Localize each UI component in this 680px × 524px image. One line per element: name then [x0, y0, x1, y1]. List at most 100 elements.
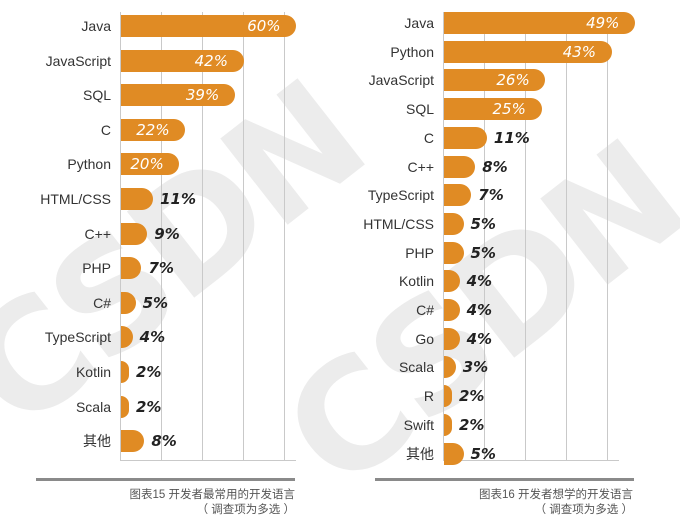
bar-row: HTML/CSS 11%: [0, 188, 340, 210]
bar: [444, 442, 464, 465]
caption-title: 图表16 开发者想学的开发语言: [479, 489, 633, 501]
value-label: 25%: [492, 100, 526, 119]
bar-row: C++ 9%: [0, 222, 340, 245]
bar-row: JavaScript 26%: [340, 69, 680, 92]
bar-row: HTML/CSS 5%: [340, 212, 680, 235]
bar-row: JavaScript 42%: [0, 49, 340, 72]
value-label: 7%: [478, 186, 504, 205]
bar: [121, 361, 129, 383]
bar: [121, 222, 148, 245]
bar-row: C# 4%: [340, 299, 680, 321]
caption-divider: [36, 478, 295, 481]
bar-row: 其他 8%: [0, 430, 340, 453]
bar: [121, 326, 133, 349]
value-label: 2%: [136, 363, 162, 381]
value-label: 9%: [154, 224, 180, 243]
category-label: TypeScript: [367, 187, 434, 204]
value-label: 22%: [136, 120, 170, 139]
caption-title: 图表15 开发者最常用的开发语言: [129, 489, 296, 501]
category-label: 其他: [406, 445, 434, 462]
value-label: 26%: [496, 71, 530, 90]
bar-row: Go 4%: [340, 327, 680, 350]
chart-most-used-languages: Java 60% JavaScript 42% SQL 39% C 22% Python 20% H…: [0, 12, 340, 516]
value-label: 5%: [470, 214, 496, 233]
category-label: C#: [93, 294, 111, 311]
bar: [121, 188, 154, 210]
caption-subtitle: （ 调查项为多选 ）: [196, 504, 295, 516]
value-label: 43%: [562, 42, 597, 61]
bar-row: Kotlin 2%: [0, 361, 340, 383]
category-label: C: [100, 121, 111, 138]
bar-row: Java 60%: [0, 15, 340, 37]
gridline: [484, 12, 485, 460]
bar-row: PHP 5%: [340, 241, 680, 264]
value-label: 2%: [136, 397, 162, 416]
value-label: 2%: [459, 415, 485, 434]
bar: [444, 299, 460, 321]
category-label: PHP: [405, 244, 434, 261]
bar: [121, 291, 136, 314]
gridline: [525, 12, 526, 460]
bar-row: C 11%: [340, 126, 680, 149]
category-label: R: [423, 388, 434, 405]
bar: [444, 413, 452, 436]
gridline: [243, 12, 244, 460]
bar: [121, 395, 129, 418]
value-label: 4%: [466, 329, 493, 348]
bar-row: TypeScript 7%: [340, 184, 680, 207]
value-label: 39%: [185, 86, 220, 105]
bar-row: Scala 3%: [340, 356, 680, 379]
bar-row: PHP 7%: [0, 257, 340, 280]
bar-row: SQL 39%: [0, 84, 340, 107]
value-label: 5%: [142, 293, 169, 312]
category-label: SQL: [405, 101, 434, 118]
bar: [444, 184, 472, 207]
category-label: Python: [67, 156, 111, 173]
bar: [444, 69, 546, 92]
figure-caption: 图表16 开发者想学的开发语言 （ 调查项为多选 ）: [479, 488, 633, 518]
category-label: Java: [81, 18, 111, 34]
gridline: [566, 12, 567, 460]
category-label: HTML/CSS: [40, 191, 111, 207]
bar: [121, 430, 145, 453]
category-label: Java: [404, 15, 434, 31]
category-label: C: [423, 129, 434, 146]
bar: [444, 327, 460, 350]
category-label: JavaScript: [45, 52, 111, 69]
bar: [444, 385, 452, 408]
bar-row: TypeScript 4%: [0, 326, 340, 349]
x-axis-line: [443, 460, 619, 461]
category-label: Kotlin: [398, 273, 434, 290]
value-label: 4%: [466, 272, 493, 291]
value-label: 8%: [151, 432, 177, 451]
category-label: C#: [416, 302, 434, 318]
gridline: [202, 12, 203, 460]
category-label: Go: [415, 330, 434, 347]
bar: [444, 212, 464, 235]
value-label: 2%: [459, 387, 485, 406]
bar: [121, 257, 142, 280]
caption-subtitle: （ 调查项为多选 ）: [534, 504, 633, 516]
bar-row: Swift 2%: [340, 413, 680, 436]
bar-row: Scala 2%: [0, 395, 340, 418]
bar: [121, 15, 297, 37]
bar-row: Kotlin 4%: [340, 270, 680, 293]
value-label: 60%: [247, 17, 281, 35]
category-label: PHP: [82, 260, 111, 277]
value-label: 8%: [482, 157, 508, 176]
bar: [121, 84, 235, 107]
category-label: C++: [84, 225, 111, 242]
category-label: TypeScript: [44, 329, 111, 346]
bar: [121, 153, 180, 176]
value-label: 4%: [466, 301, 493, 319]
y-axis-line: [120, 12, 121, 460]
value-label: 42%: [194, 51, 228, 70]
category-label: SQL: [82, 87, 111, 104]
bar: [444, 98, 542, 121]
bar: [444, 241, 464, 264]
bar: [444, 356, 456, 379]
gridline: [161, 12, 162, 460]
category-label: Kotlin: [75, 364, 111, 380]
bar: [444, 270, 460, 293]
bar-row: SQL 25%: [340, 98, 680, 121]
